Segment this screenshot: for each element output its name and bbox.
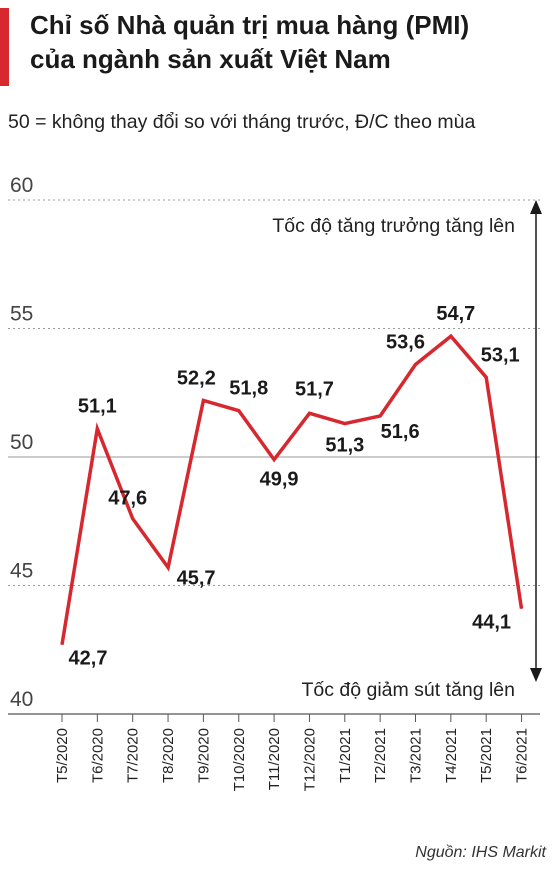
data-point <box>238 410 240 412</box>
data-point <box>132 518 134 520</box>
data-label: 54,7 <box>436 303 475 325</box>
y-tick-label-45: 45 <box>10 560 33 583</box>
x-tick-label: T8/2020 <box>160 728 177 783</box>
x-axis: T5/2020 T6/2020 T7/2020 T8/2020 T9/2020 T10/2… <box>54 714 531 791</box>
y-tick-label-50: 50 <box>10 431 33 454</box>
annotation-decline: Tốc độ giảm sút tăng lên <box>301 679 515 701</box>
x-tick-label: T10/2020 <box>231 728 248 791</box>
data-label: 44,1 <box>472 612 511 634</box>
x-tick-label: T11/2020 <box>266 728 283 790</box>
data-point <box>379 415 381 417</box>
x-tick-label: T9/2020 <box>195 728 212 783</box>
title-accent-bar <box>0 8 9 86</box>
data-label: 51,1 <box>78 396 117 418</box>
data-label: 51,6 <box>381 421 420 443</box>
data-point <box>61 644 63 646</box>
chart-title-line-2: của ngành sản xuất Việt Nam <box>30 44 391 74</box>
x-tick-label: T2/2021 <box>372 728 389 783</box>
direction-arrow <box>530 200 542 682</box>
chart-title-line-1: Chỉ số Nhà quản trị mua hàng (PMI) <box>30 10 470 40</box>
arrow-up-head <box>530 200 542 214</box>
y-tick-label-60: 60 <box>10 174 33 197</box>
y-tick-label-55: 55 <box>10 303 33 326</box>
x-tick-label: T12/2020 <box>301 728 318 791</box>
data-label: 51,8 <box>229 378 268 400</box>
data-point <box>485 376 487 378</box>
x-tick-label: T5/2021 <box>478 728 495 783</box>
data-point <box>96 428 98 430</box>
x-tick-label: T6/2021 <box>514 728 531 783</box>
data-label: 51,3 <box>325 435 364 457</box>
data-label: 45,7 <box>177 568 216 590</box>
x-tick-label: T5/2020 <box>54 728 71 783</box>
data-label: 49,9 <box>260 469 299 491</box>
data-point <box>273 459 275 461</box>
x-tick-label: T3/2021 <box>408 728 425 783</box>
data-point <box>344 423 346 425</box>
x-tick-label: T4/2021 <box>443 728 460 783</box>
x-tick-label: T6/2020 <box>89 728 106 783</box>
data-label: 47,6 <box>108 488 147 510</box>
annotation-growth: Tốc độ tăng trưởng tăng lên <box>272 215 515 237</box>
pmi-series <box>60 333 524 646</box>
data-point <box>450 335 452 337</box>
data-point <box>308 412 310 414</box>
data-label: 42,7 <box>69 648 108 670</box>
data-point <box>167 567 169 569</box>
source-note: Nguồn: IHS Markit <box>415 844 546 861</box>
data-point <box>202 399 204 401</box>
y-axis-ticks: 40 45 50 55 60 <box>10 174 33 711</box>
pmi-series-line <box>60 333 524 645</box>
x-tick-label: T1/2021 <box>337 728 354 783</box>
data-label: 53,6 <box>386 331 425 353</box>
annotations: Tốc độ tăng trưởng tăng lên Tốc độ giảm s… <box>272 215 515 701</box>
data-labels: 42,7 51,1 47,6 45,7 52,2 51,8 49,9 51,7 51,3 51,6… <box>69 303 520 669</box>
data-label: 51,7 <box>295 378 334 400</box>
data-label: 52,2 <box>177 367 216 389</box>
data-label: 53,1 <box>481 344 520 366</box>
arrow-down-head <box>530 668 542 682</box>
y-tick-label-40: 40 <box>10 688 33 711</box>
chart-title: Chỉ số Nhà quản trị mua hàng (PMI) của n… <box>30 8 550 76</box>
data-point <box>415 363 416 365</box>
chart-subtitle: 50 = không thay đổi so với tháng trước, … <box>8 111 476 133</box>
data-point <box>521 608 523 610</box>
x-tick-label: T7/2020 <box>125 728 142 783</box>
